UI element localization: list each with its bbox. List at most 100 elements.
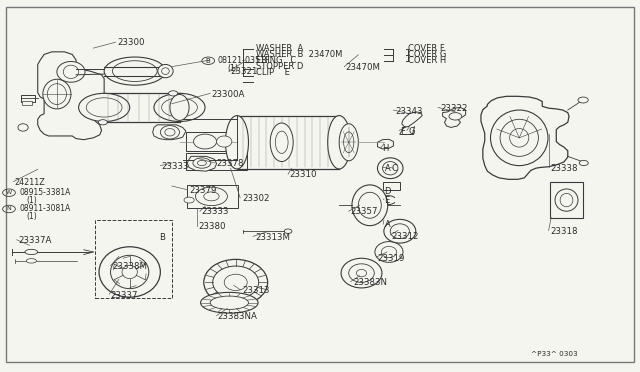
Text: G: G <box>408 126 415 136</box>
Bar <box>22 101 32 105</box>
Ellipse shape <box>158 64 173 78</box>
Ellipse shape <box>170 94 189 121</box>
Text: 23337A: 23337A <box>19 236 52 246</box>
Ellipse shape <box>358 192 381 218</box>
Text: (1): (1) <box>227 64 239 73</box>
Ellipse shape <box>165 129 175 136</box>
Ellipse shape <box>341 258 382 288</box>
Polygon shape <box>443 108 466 128</box>
Ellipse shape <box>25 249 38 254</box>
Ellipse shape <box>449 113 462 120</box>
Ellipse shape <box>500 119 538 156</box>
Text: A: A <box>385 221 390 230</box>
Text: N: N <box>6 206 12 211</box>
Text: H: H <box>383 144 389 153</box>
Ellipse shape <box>43 79 71 109</box>
Ellipse shape <box>212 266 259 299</box>
Text: 23338M: 23338M <box>113 262 147 271</box>
Text: WASHER  A: WASHER A <box>256 44 303 53</box>
Bar <box>95 220 172 298</box>
Text: 23338: 23338 <box>550 164 577 173</box>
Ellipse shape <box>79 93 130 122</box>
Ellipse shape <box>216 136 232 147</box>
Ellipse shape <box>47 84 67 105</box>
Text: (1): (1) <box>26 212 37 221</box>
Bar <box>187 185 238 208</box>
Text: 23318: 23318 <box>550 227 577 236</box>
Ellipse shape <box>99 120 108 125</box>
Ellipse shape <box>57 61 85 82</box>
Text: 23337: 23337 <box>111 291 138 300</box>
Text: 08121-0351F: 08121-0351F <box>218 56 271 65</box>
Ellipse shape <box>349 264 374 282</box>
Text: COVER H: COVER H <box>408 56 446 65</box>
Bar <box>21 95 35 102</box>
Polygon shape <box>402 112 422 127</box>
Text: 23313M: 23313M <box>255 232 290 242</box>
Ellipse shape <box>224 274 247 291</box>
Text: 23380: 23380 <box>198 222 226 231</box>
Ellipse shape <box>356 269 367 277</box>
Ellipse shape <box>184 197 194 203</box>
Ellipse shape <box>210 296 248 310</box>
Polygon shape <box>153 125 186 140</box>
Text: B: B <box>159 233 165 243</box>
Ellipse shape <box>339 124 358 161</box>
Ellipse shape <box>284 229 292 234</box>
Text: F: F <box>401 126 405 136</box>
Text: C: C <box>392 164 397 173</box>
Text: 23357: 23357 <box>351 208 378 217</box>
Ellipse shape <box>375 241 403 262</box>
Text: A: A <box>385 164 390 173</box>
Ellipse shape <box>104 57 166 85</box>
Text: 23302: 23302 <box>242 195 269 203</box>
Ellipse shape <box>113 61 157 81</box>
Text: 23310: 23310 <box>289 170 317 179</box>
Text: COVER F: COVER F <box>408 44 445 53</box>
Text: ^P33^ 0303: ^P33^ 0303 <box>531 350 577 356</box>
Ellipse shape <box>490 110 548 166</box>
Text: (1): (1) <box>26 196 37 205</box>
Ellipse shape <box>328 116 351 169</box>
Text: 23313: 23313 <box>242 286 269 295</box>
Ellipse shape <box>383 161 398 175</box>
Text: 23383N: 23383N <box>353 278 387 287</box>
Text: 08911-3081A: 08911-3081A <box>20 205 71 214</box>
Ellipse shape <box>86 98 122 117</box>
Text: 23322: 23322 <box>440 104 468 113</box>
Text: 23321: 23321 <box>230 67 258 76</box>
Ellipse shape <box>204 259 268 305</box>
Polygon shape <box>481 96 569 179</box>
Ellipse shape <box>197 160 206 166</box>
Text: B: B <box>206 58 211 64</box>
Text: COVER G: COVER G <box>408 50 447 59</box>
Ellipse shape <box>579 160 588 166</box>
Bar <box>186 132 246 151</box>
Text: 23333: 23333 <box>162 162 189 171</box>
Ellipse shape <box>26 259 36 263</box>
Ellipse shape <box>154 93 205 122</box>
Text: STOPPER D: STOPPER D <box>256 62 303 71</box>
Bar <box>186 153 246 170</box>
Text: 24211Z: 24211Z <box>15 178 45 187</box>
Text: ERING   C: ERING C <box>256 56 296 65</box>
Ellipse shape <box>122 265 138 279</box>
Ellipse shape <box>200 292 258 313</box>
Ellipse shape <box>162 98 197 117</box>
Ellipse shape <box>509 129 529 147</box>
Ellipse shape <box>275 131 288 153</box>
Bar <box>383 182 401 190</box>
Text: 08915-3381A: 08915-3381A <box>20 188 71 197</box>
Ellipse shape <box>560 193 573 207</box>
Ellipse shape <box>270 123 293 161</box>
Ellipse shape <box>555 189 578 211</box>
Bar <box>550 182 583 218</box>
Ellipse shape <box>352 185 388 226</box>
Text: 23470M: 23470M <box>346 63 381 72</box>
Ellipse shape <box>111 255 149 289</box>
Ellipse shape <box>193 158 211 168</box>
Text: W: W <box>6 190 12 195</box>
Text: 23379: 23379 <box>189 186 216 195</box>
Text: 23300A: 23300A <box>211 90 245 99</box>
Text: 23383NA: 23383NA <box>218 312 258 321</box>
